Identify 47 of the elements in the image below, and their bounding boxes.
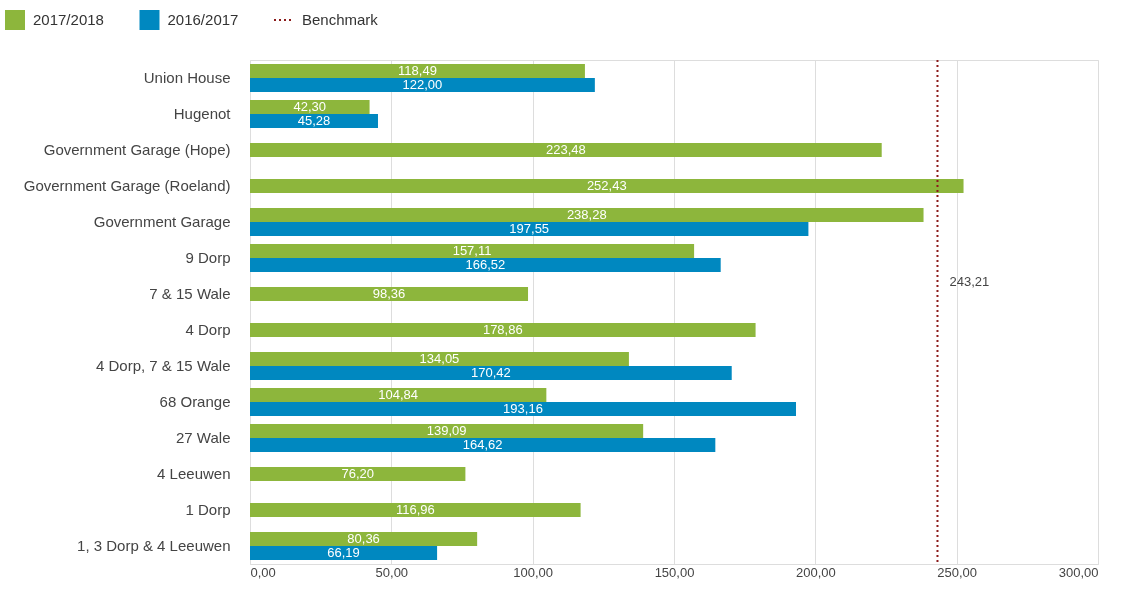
data-label: 193,16 xyxy=(503,401,543,416)
x-tick-label: 0,00 xyxy=(250,564,276,580)
x-tick-label: 300,00 xyxy=(1058,564,1099,580)
y-tick-label: 27 Wale xyxy=(176,429,231,446)
y-tick-label: Government Garage (Hope) xyxy=(43,141,231,158)
data-label: 80,36 xyxy=(347,531,380,546)
y-tick-label: Hugenot xyxy=(173,105,232,122)
y-tick-label: 1 Dorp xyxy=(185,501,231,518)
y-tick-label: 1, 3 Dorp & 4 Leeuwen xyxy=(77,537,231,554)
data-label: 134,05 xyxy=(419,351,460,366)
legend-label: 2017/2018 xyxy=(33,11,104,28)
x-tick-label: 150,00 xyxy=(654,564,695,580)
y-tick-label: Government Garage xyxy=(93,213,231,230)
y-tick-label: Union House xyxy=(143,69,231,86)
data-label: 238,28 xyxy=(566,207,607,222)
legend-label: 2016/2017 xyxy=(167,11,239,28)
data-label: 178,86 xyxy=(482,322,523,337)
data-label: 122,00 xyxy=(402,77,443,92)
x-tick-label: 200,00 xyxy=(795,564,836,580)
data-label: 166,52 xyxy=(465,257,506,272)
data-label: 45,28 xyxy=(297,113,331,128)
y-tick-label: 68 Orange xyxy=(159,393,231,410)
data-label: 42,30 xyxy=(293,99,327,114)
data-label: 223,48 xyxy=(545,142,586,157)
data-label: 104,84 xyxy=(378,387,419,402)
data-label: 252,43 xyxy=(586,178,627,193)
annotation: 243,21 xyxy=(949,273,990,289)
data-label: 170,42 xyxy=(470,365,511,380)
data-label: 197,55 xyxy=(509,221,550,236)
data-label: 157,11 xyxy=(452,243,492,258)
y-tick-label: 7 & 15 Wale xyxy=(149,285,231,302)
y-tick-label: 9 Dorp xyxy=(185,249,231,266)
x-tick-label: 250,00 xyxy=(937,564,978,580)
data-label: 66,19 xyxy=(327,545,360,560)
data-label: 116,96 xyxy=(395,502,435,517)
y-tick-label: 4 Dorp, 7 & 15 Wale xyxy=(95,357,231,374)
x-tick-label: 100,00 xyxy=(513,564,554,580)
data-label: 164,62 xyxy=(462,437,503,452)
x-tick-label: 50,00 xyxy=(375,564,409,580)
data-label: 139,09 xyxy=(426,423,467,438)
data-label: 98,36 xyxy=(372,286,406,301)
y-tick-label: 4 Dorp xyxy=(185,321,231,338)
y-tick-label: Government Garage (Roeland) xyxy=(23,177,231,194)
data-label: 76,20 xyxy=(341,466,374,481)
data-label: 118,49 xyxy=(398,63,437,78)
legend-label: Benchmark xyxy=(302,11,379,28)
y-tick-label: 4 Leeuwen xyxy=(157,465,231,482)
